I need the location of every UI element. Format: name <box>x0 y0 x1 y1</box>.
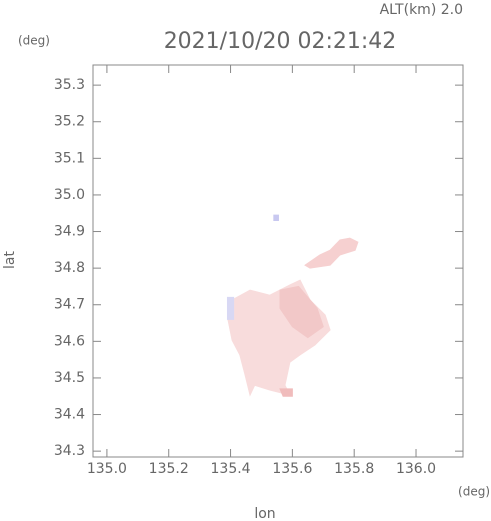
x-tick-label: 136.0 <box>396 461 436 477</box>
y-tick-label: 35.1 <box>54 150 85 166</box>
y-tick-label: 34.6 <box>54 333 85 349</box>
y-unit: (deg) <box>18 34 50 48</box>
y-tick-label: 34.9 <box>54 224 85 240</box>
echo-region <box>226 296 235 320</box>
y-tick-label: 34.4 <box>54 407 85 423</box>
y-axis-label: lat <box>2 251 18 269</box>
echo-region <box>227 279 331 397</box>
echo-region <box>273 214 279 222</box>
y-tick-label: 35.3 <box>54 77 85 93</box>
x-unit: (deg) <box>458 485 490 499</box>
y-tick-label: 34.7 <box>54 297 85 313</box>
echo-region <box>279 388 293 397</box>
altitude: ALT(km) 2.0 <box>380 2 463 18</box>
x-tick-label: 135.2 <box>149 461 189 477</box>
x-tick-label: 135.0 <box>87 461 127 477</box>
y-tick-label: 34.5 <box>54 370 85 386</box>
echo-region <box>279 285 324 339</box>
echo-region <box>304 237 359 269</box>
x-axis-label: lon <box>254 506 275 521</box>
x-tick-label: 135.4 <box>211 461 251 477</box>
y-tick-label: 35.2 <box>54 114 85 130</box>
y-tick-label: 35.0 <box>54 187 85 203</box>
y-tick-label: 34.8 <box>54 260 85 276</box>
x-tick-label: 135.6 <box>272 461 312 477</box>
plot-frame <box>92 64 464 458</box>
chart-title: 2021/10/20 02:21:42 <box>164 29 397 54</box>
x-tick-label: 135.8 <box>334 461 374 477</box>
y-tick-label: 34.3 <box>54 443 85 459</box>
